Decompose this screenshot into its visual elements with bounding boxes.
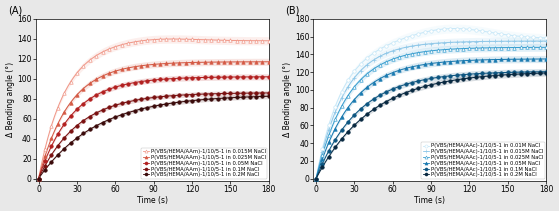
Legend: P(VBS/HEMA/AAm)-1/10/5-1 in 0.015M NaCl, P(VBS/HEMA/AAm)-1/10/5-1 in 0.025M NaCl: P(VBS/HEMA/AAm)-1/10/5-1 in 0.015M NaCl,… [141,147,267,179]
Y-axis label: Δ Bending angle (°): Δ Bending angle (°) [283,62,292,137]
Text: (A): (A) [8,5,22,16]
X-axis label: Time (s): Time (s) [414,196,446,206]
Text: (B): (B) [286,5,300,16]
Legend: P(VBS/HEMA/AAc)-1/10/5-1 in 0.01M NaCl, P(VBS/HEMA/AAc)-1/10/5-1 in 0.015M NaCl,: P(VBS/HEMA/AAc)-1/10/5-1 in 0.01M NaCl, … [421,142,544,179]
X-axis label: Time (s): Time (s) [137,196,168,206]
Y-axis label: Δ Bending angle (°): Δ Bending angle (°) [6,62,15,137]
